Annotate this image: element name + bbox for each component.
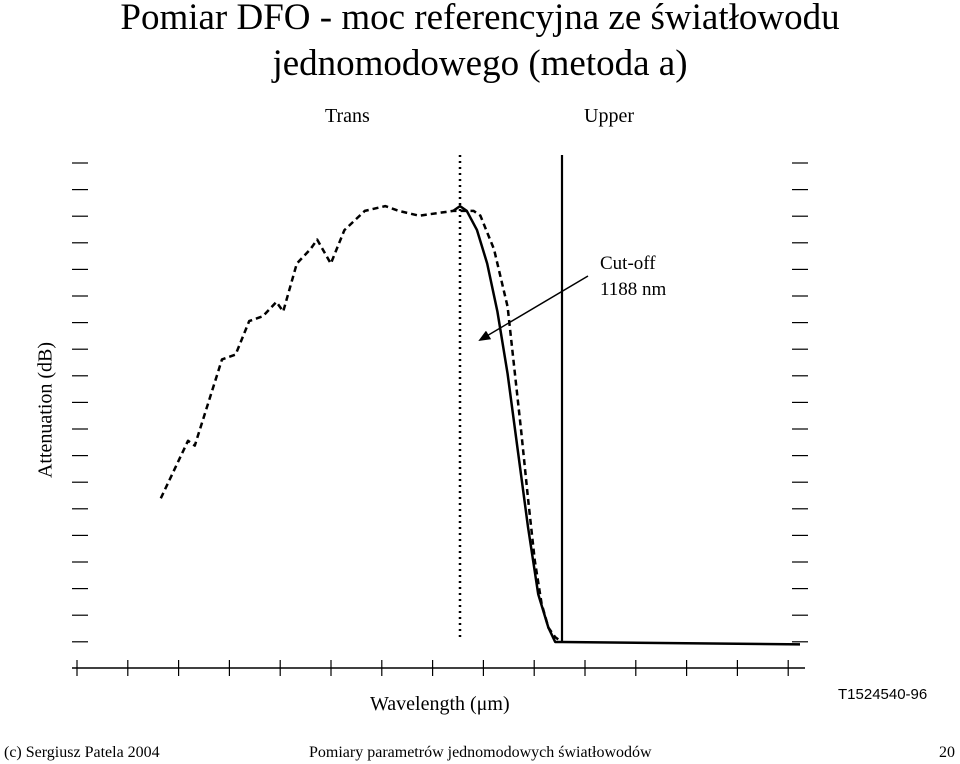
- slide-title-line-2: jednomodowego (metoda a): [272, 43, 688, 84]
- slide-title-line-1: Pomiar DFO - moc referencyjna ze światło…: [120, 0, 840, 38]
- footer-page-number: 20: [939, 744, 955, 761]
- left-axis-ticks: [72, 162, 88, 643]
- cutoff-arrow: [478, 275, 589, 342]
- solid-attenuation-line: [452, 204, 801, 646]
- right-axis-ticks: [792, 162, 808, 643]
- cutoff-label: Cut-off: [600, 253, 656, 274]
- footer-copyright: (c) Sergiusz Patela 2004: [4, 744, 160, 761]
- footer-title: Pomiary parametrów jednomodowych światło…: [309, 744, 652, 761]
- x-axis-label: Wavelength (μm): [370, 693, 510, 715]
- upper-label: Upper: [584, 105, 634, 127]
- y-axis-label: Attenuation (dB): [34, 341, 57, 479]
- trans-label: Trans: [325, 105, 370, 127]
- dashed-attenuation-line: [159, 204, 563, 644]
- figure-code: T1524540-96: [838, 686, 928, 703]
- cutoff-value-label: 1188 nm: [600, 279, 667, 300]
